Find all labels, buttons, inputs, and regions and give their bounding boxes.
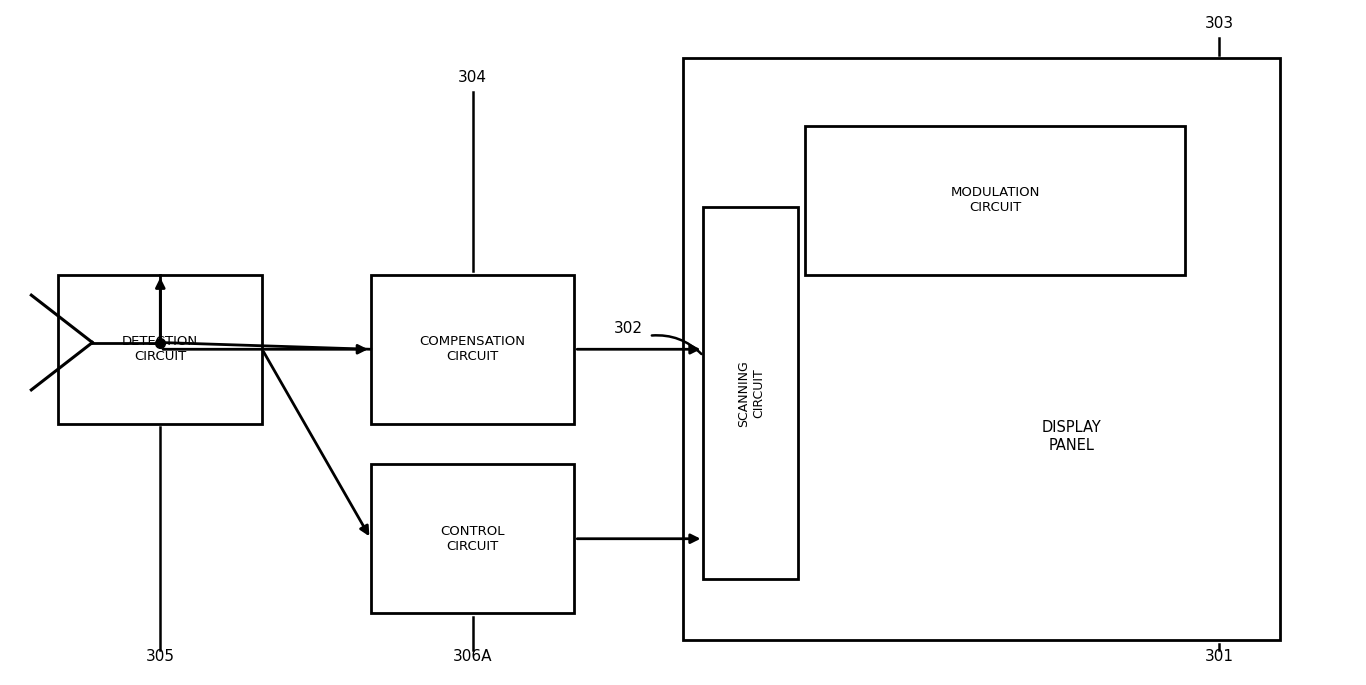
Text: 301: 301 bbox=[1205, 649, 1233, 664]
Bar bbox=[370, 275, 574, 424]
Bar bbox=[805, 126, 1186, 275]
Text: 302: 302 bbox=[615, 321, 643, 336]
Text: 303: 303 bbox=[1205, 16, 1233, 32]
Text: 304: 304 bbox=[458, 71, 488, 86]
Text: SCANNING
CIRCUIT: SCANNING CIRCUIT bbox=[736, 360, 765, 427]
Text: 306A: 306A bbox=[452, 649, 492, 664]
Text: COMPENSATION
CIRCUIT: COMPENSATION CIRCUIT bbox=[419, 335, 526, 363]
Text: DETECTION
CIRCUIT: DETECTION CIRCUIT bbox=[122, 335, 198, 363]
Bar bbox=[683, 58, 1280, 640]
Text: CONTROL
CIRCUIT: CONTROL CIRCUIT bbox=[440, 525, 505, 553]
Bar bbox=[370, 464, 574, 613]
Text: DISPLAY
PANEL: DISPLAY PANEL bbox=[1041, 421, 1101, 453]
Bar bbox=[59, 275, 262, 424]
Text: MODULATION
CIRCUIT: MODULATION CIRCUIT bbox=[951, 186, 1040, 214]
Text: 305: 305 bbox=[146, 649, 175, 664]
Bar bbox=[703, 207, 798, 580]
